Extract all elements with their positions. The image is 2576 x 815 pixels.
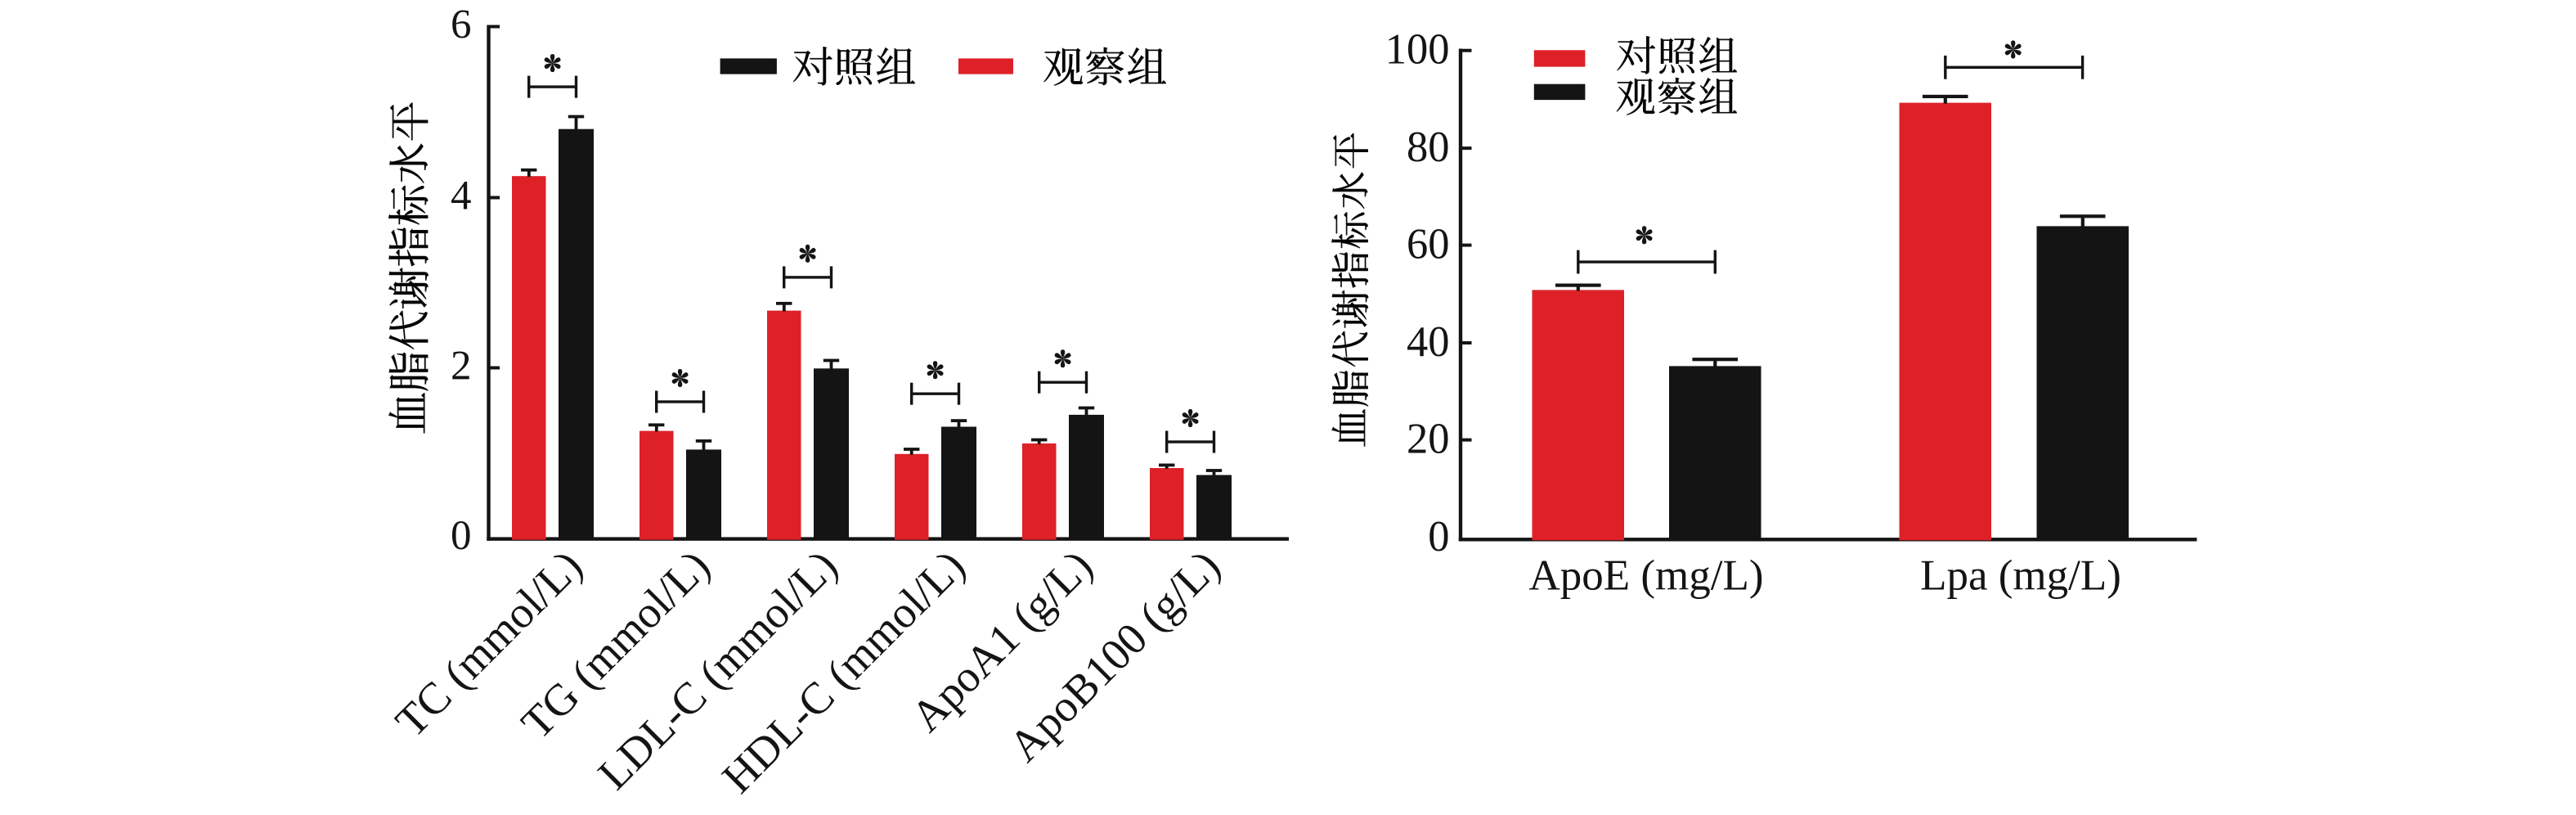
svg-text:6: 6 — [451, 2, 472, 47]
svg-text:100: 100 — [1385, 26, 1450, 74]
svg-text:2: 2 — [451, 343, 472, 389]
svg-text:Lpa (mg/L): Lpa (mg/L) — [1920, 552, 2121, 600]
svg-text:4: 4 — [451, 173, 472, 218]
svg-text:ApoE (mg/L): ApoE (mg/L) — [1528, 552, 1763, 600]
svg-text:40: 40 — [1407, 318, 1450, 366]
svg-text:0: 0 — [451, 513, 472, 559]
svg-text:20: 20 — [1407, 416, 1450, 463]
svg-text:80: 80 — [1407, 124, 1450, 171]
svg-text:0: 0 — [1428, 513, 1449, 561]
svg-text:60: 60 — [1407, 221, 1450, 268]
